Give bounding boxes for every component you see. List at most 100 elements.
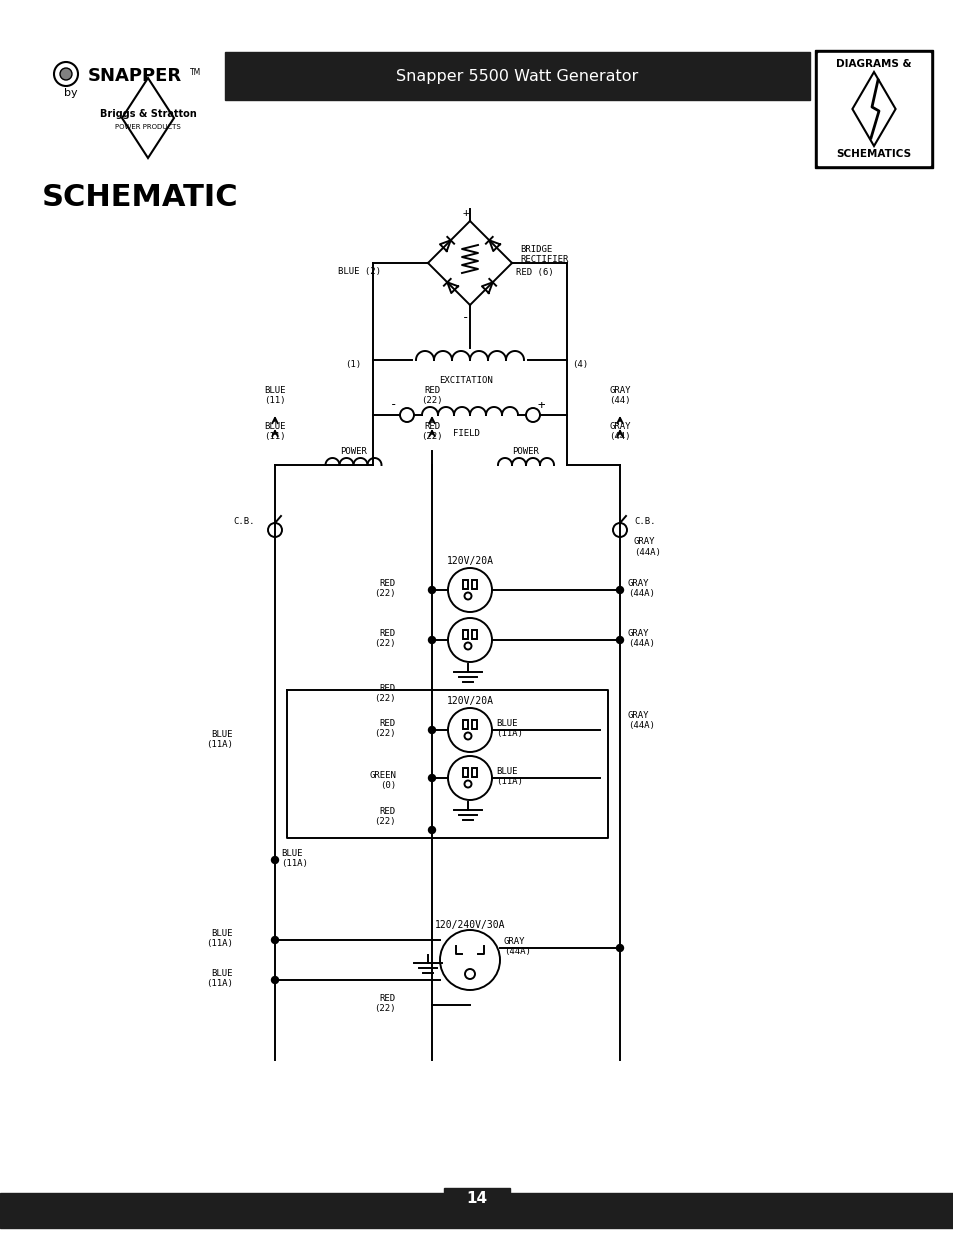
Text: BLUE (2): BLUE (2) (337, 267, 380, 275)
Text: +: + (537, 399, 545, 411)
Bar (462, 630, 468, 638)
Circle shape (272, 857, 278, 863)
Text: Snapper 5500 Watt Generator: Snapper 5500 Watt Generator (395, 68, 638, 84)
Circle shape (428, 826, 435, 834)
Text: RED: RED (379, 579, 395, 588)
Text: SCHEMATIC: SCHEMATIC (42, 183, 238, 211)
Text: (22): (22) (375, 638, 395, 648)
Text: BLUE: BLUE (212, 730, 233, 740)
Text: (44A): (44A) (503, 947, 530, 956)
Bar (0, 1193, 953, 1228)
Text: POWER: POWER (512, 447, 538, 456)
Bar (443, 1188, 510, 1210)
Text: 120V/20A: 120V/20A (446, 697, 493, 706)
Text: GRAY: GRAY (609, 387, 630, 395)
Text: 120V/20A: 120V/20A (446, 556, 493, 566)
Text: RED: RED (423, 387, 439, 395)
Text: GRAY: GRAY (634, 537, 655, 547)
Circle shape (428, 774, 435, 782)
Bar (472, 768, 476, 777)
Text: -: - (462, 311, 469, 324)
Text: (44): (44) (609, 432, 630, 441)
Text: GRAY: GRAY (627, 579, 649, 588)
Text: EXCITATION: EXCITATION (438, 375, 493, 385)
Text: GRAY: GRAY (609, 422, 630, 431)
Circle shape (428, 587, 435, 594)
Bar (814, 49, 932, 168)
Bar (462, 720, 468, 729)
Circle shape (616, 945, 623, 951)
Text: BLUE: BLUE (496, 719, 517, 727)
Text: SNAPPER: SNAPPER (88, 67, 182, 85)
Text: RED: RED (379, 719, 395, 727)
Bar (472, 630, 476, 638)
Text: RED (6): RED (6) (516, 268, 553, 277)
Text: GRAY: GRAY (627, 629, 649, 638)
Bar (462, 580, 468, 589)
Text: RED: RED (379, 684, 395, 693)
Text: (11A): (11A) (496, 777, 522, 785)
Circle shape (428, 636, 435, 643)
Text: DIAGRAMS &: DIAGRAMS & (836, 59, 911, 69)
Text: GRAY: GRAY (503, 937, 525, 946)
Text: Briggs & Stratton: Briggs & Stratton (99, 109, 196, 119)
Text: (44A): (44A) (634, 547, 660, 557)
Text: (44A): (44A) (627, 721, 654, 730)
Text: (44): (44) (609, 396, 630, 405)
Text: +: + (462, 207, 469, 219)
Bar (472, 720, 476, 729)
Bar (462, 768, 468, 777)
Text: GREEN: GREEN (369, 771, 395, 781)
Text: POWER PRODUCTS: POWER PRODUCTS (115, 124, 181, 130)
Text: FIELD: FIELD (452, 429, 479, 438)
Text: BRIDGE: BRIDGE (519, 245, 552, 253)
Text: (22): (22) (375, 589, 395, 598)
Text: SCHEMATICS: SCHEMATICS (836, 149, 911, 159)
Circle shape (272, 936, 278, 944)
Text: (22): (22) (375, 818, 395, 826)
Text: RECTIFIER: RECTIFIER (519, 254, 568, 263)
Circle shape (428, 726, 435, 734)
Circle shape (272, 977, 278, 983)
Text: BLUE: BLUE (496, 767, 517, 776)
Text: (11A): (11A) (496, 729, 522, 739)
Text: (44A): (44A) (627, 589, 654, 598)
Text: BLUE: BLUE (264, 387, 286, 395)
Text: (22): (22) (421, 432, 442, 441)
Bar (817, 53, 929, 165)
Text: (22): (22) (375, 1004, 395, 1013)
Text: (11A): (11A) (281, 860, 308, 868)
Text: (11): (11) (264, 396, 286, 405)
Text: (11): (11) (264, 432, 286, 441)
Text: (4): (4) (572, 361, 587, 369)
Text: (11A): (11A) (206, 979, 233, 988)
Text: -: - (390, 399, 397, 411)
Text: (44A): (44A) (627, 638, 654, 648)
Text: (0): (0) (379, 781, 395, 790)
Text: (11A): (11A) (206, 741, 233, 750)
Circle shape (616, 636, 623, 643)
Text: by: by (64, 88, 77, 98)
Text: BLUE: BLUE (264, 422, 286, 431)
Circle shape (60, 68, 71, 80)
Text: (22): (22) (421, 396, 442, 405)
Text: BLUE: BLUE (212, 929, 233, 939)
Text: RED: RED (423, 422, 439, 431)
Text: TM: TM (190, 68, 201, 77)
Text: (11A): (11A) (206, 939, 233, 948)
Text: (22): (22) (375, 694, 395, 703)
Text: RED: RED (379, 629, 395, 638)
Text: C.B.: C.B. (233, 517, 254, 526)
Text: (22): (22) (375, 729, 395, 739)
Text: 14: 14 (466, 1192, 487, 1207)
Text: (1): (1) (345, 361, 361, 369)
Text: RED: RED (379, 994, 395, 1003)
Text: GRAY: GRAY (627, 711, 649, 720)
Text: C.B.: C.B. (634, 517, 655, 526)
Bar (472, 580, 476, 589)
Text: BLUE: BLUE (281, 848, 302, 858)
Text: BLUE: BLUE (212, 969, 233, 978)
Circle shape (616, 587, 623, 594)
Bar (225, 52, 809, 100)
Text: RED: RED (379, 806, 395, 816)
